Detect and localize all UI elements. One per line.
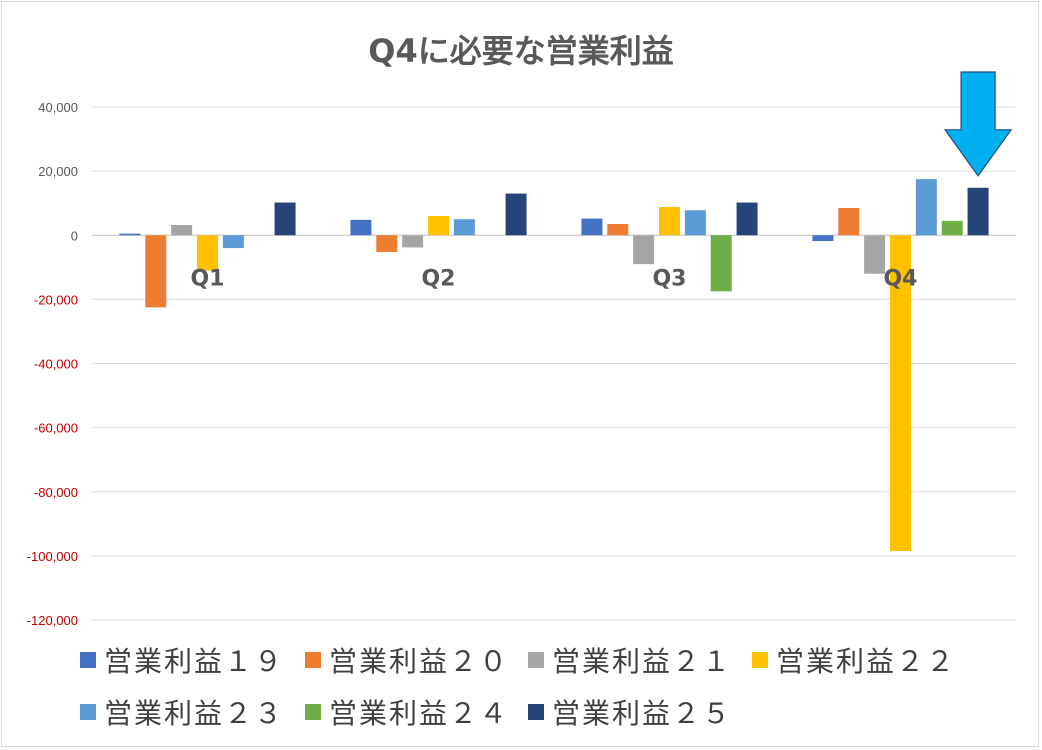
bar: [274, 202, 296, 236]
bar: [659, 207, 680, 236]
bar: [864, 235, 886, 274]
legend-label: 営業利益２１: [552, 645, 733, 678]
legend-label: 営業利益２３: [104, 697, 285, 730]
category-label: Q4: [883, 266, 917, 291]
category-label: Q2: [421, 266, 455, 291]
legend-label: 営業利益２５: [552, 697, 733, 730]
bar: [222, 235, 244, 249]
legend-item: 営業利益２０: [305, 640, 509, 680]
bar: [941, 220, 963, 236]
bar: [838, 207, 860, 236]
legend-swatch: [80, 652, 96, 668]
legend-label: 営業利益２２: [776, 645, 957, 678]
y-tick-label: 20,000: [38, 164, 78, 179]
legend-item: 営業利益２３: [80, 692, 284, 732]
category-label: Q1: [190, 266, 224, 291]
down-arrow-icon: [943, 71, 1013, 177]
legend-swatch: [528, 704, 544, 720]
y-tick-label: 40,000: [38, 100, 78, 115]
bar: [710, 235, 732, 292]
legend-swatch: [752, 652, 768, 668]
legend-swatch: [305, 652, 321, 668]
bar: [684, 210, 706, 236]
plot-area: -120,000 -100,000 -80,000 -60,000 -40,000 -20…: [27, 71, 1016, 628]
chart-title: Q4に必要な営業利益: [368, 32, 674, 70]
legend-item: 営業利益２２: [752, 640, 956, 680]
legend-label: 営業利益２４: [329, 697, 510, 730]
legend-item: 営業利益１９: [80, 640, 284, 680]
y-tick-label: 0: [71, 228, 78, 243]
category-label: Q3: [652, 266, 686, 291]
legend-item: 営業利益２５: [528, 692, 732, 732]
bar: [171, 224, 193, 236]
bar: [607, 224, 629, 236]
y-tick-label: -40,000: [34, 357, 78, 372]
bar: [350, 219, 372, 236]
bar: [505, 193, 527, 236]
bar: [428, 216, 449, 236]
bar: [402, 235, 424, 248]
y-tick-label: -100,000: [27, 549, 78, 564]
legend-swatch: [305, 704, 321, 720]
legend-swatch: [528, 652, 544, 668]
bar: [967, 187, 989, 236]
legend-item: 営業利益２４: [305, 692, 509, 732]
bar: [145, 235, 167, 308]
legend-label: 営業利益２０: [329, 645, 510, 678]
bar: [633, 235, 655, 265]
bar: [197, 235, 218, 271]
bar: [119, 233, 141, 236]
bar: [453, 219, 475, 236]
legend-swatch: [80, 704, 96, 720]
bar: [915, 179, 937, 236]
bar: [736, 202, 758, 236]
y-tick-label: -120,000: [27, 613, 78, 628]
y-tick-label: -20,000: [34, 292, 78, 307]
bar: [581, 218, 603, 236]
bar: [812, 235, 834, 242]
bar: [890, 235, 911, 552]
bar: [376, 235, 398, 252]
legend-label: 営業利益１９: [104, 645, 285, 678]
y-tick-label: -80,000: [34, 485, 78, 500]
y-tick-label: -60,000: [34, 421, 78, 436]
legend-item: 営業利益２１: [528, 640, 732, 680]
